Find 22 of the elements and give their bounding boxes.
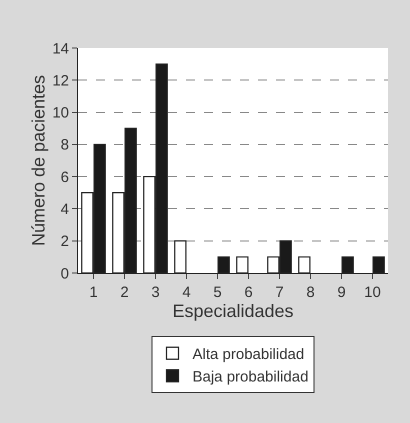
- x-tick-label: 10: [364, 284, 381, 301]
- x-tick-label: 9: [337, 284, 346, 301]
- x-tick-label: 7: [275, 284, 284, 301]
- x-tick-label: 3: [151, 284, 160, 301]
- y-tick-label: 4: [60, 200, 69, 218]
- x-tick-label: 1: [89, 284, 98, 301]
- x-tick-label: 2: [120, 284, 129, 301]
- x-tick-label: 8: [306, 284, 315, 301]
- y-tick-label: 12: [52, 72, 69, 90]
- y-tick-label: 14: [52, 40, 69, 58]
- x-tick-label: 4: [182, 284, 191, 301]
- x-axis-title: Especialidades: [172, 301, 294, 322]
- legend-label: Baja probabilidad: [192, 368, 308, 386]
- x-tick-label: 6: [244, 284, 253, 301]
- legend-label: Alta probabilidad: [192, 346, 304, 364]
- y-tick-label: 0: [60, 265, 69, 282]
- y-axis-title: Número de pacientes: [28, 74, 49, 246]
- y-tick-label: 8: [60, 136, 69, 154]
- x-tick-label: 5: [213, 284, 222, 301]
- y-tick-label: 2: [60, 233, 69, 250]
- y-tick-label: 10: [52, 104, 69, 122]
- y-tick-label: 6: [60, 168, 69, 186]
